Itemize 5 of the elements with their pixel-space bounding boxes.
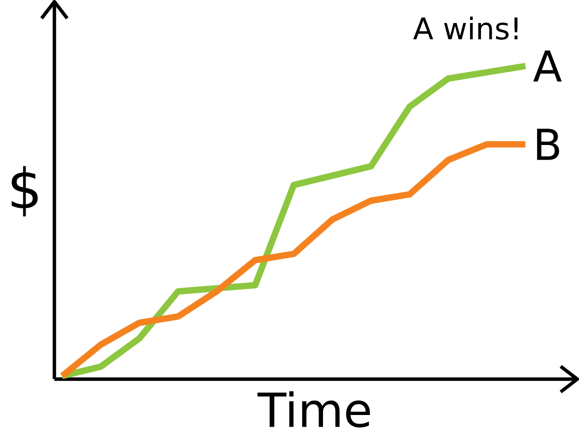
series-label: A bbox=[533, 50, 562, 82]
x-axis-title: Time bbox=[258, 391, 370, 428]
series-label: B bbox=[537, 129, 560, 160]
text: A wins! bbox=[413, 16, 518, 40]
y-axis-title: $ bbox=[12, 166, 38, 217]
